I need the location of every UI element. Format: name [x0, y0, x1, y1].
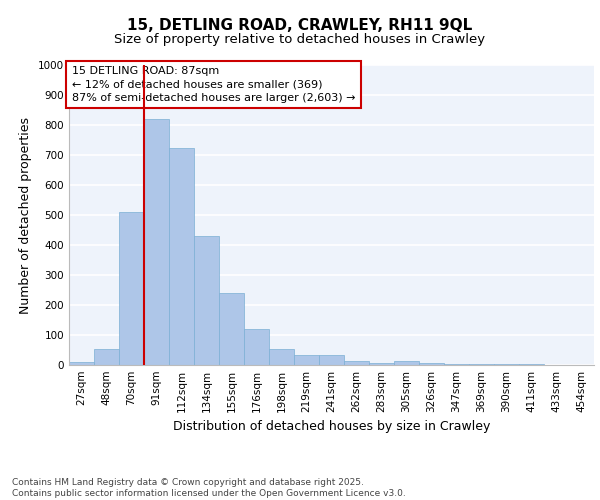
Bar [519, 364, 544, 365]
Bar [419, 362, 444, 365]
X-axis label: Distribution of detached houses by size in Crawley: Distribution of detached houses by size … [173, 420, 490, 434]
Bar [269, 348, 294, 365]
Bar [244, 329, 269, 365]
Bar [369, 362, 394, 365]
Bar [219, 293, 244, 365]
Bar [94, 348, 119, 365]
Bar [69, 362, 94, 365]
Text: 15 DETLING ROAD: 87sqm
← 12% of detached houses are smaller (369)
87% of semi-de: 15 DETLING ROAD: 87sqm ← 12% of detached… [71, 66, 355, 103]
Bar [494, 364, 519, 365]
Bar [319, 354, 344, 365]
Text: 15, DETLING ROAD, CRAWLEY, RH11 9QL: 15, DETLING ROAD, CRAWLEY, RH11 9QL [127, 18, 473, 32]
Bar [469, 364, 494, 365]
Bar [194, 236, 219, 365]
Bar [394, 362, 419, 365]
Bar [169, 148, 194, 365]
Text: Contains HM Land Registry data © Crown copyright and database right 2025.
Contai: Contains HM Land Registry data © Crown c… [12, 478, 406, 498]
Bar [144, 119, 169, 365]
Text: Size of property relative to detached houses in Crawley: Size of property relative to detached ho… [115, 32, 485, 46]
Bar [119, 212, 144, 365]
Bar [444, 364, 469, 365]
Bar [294, 354, 319, 365]
Y-axis label: Number of detached properties: Number of detached properties [19, 116, 32, 314]
Bar [344, 362, 369, 365]
